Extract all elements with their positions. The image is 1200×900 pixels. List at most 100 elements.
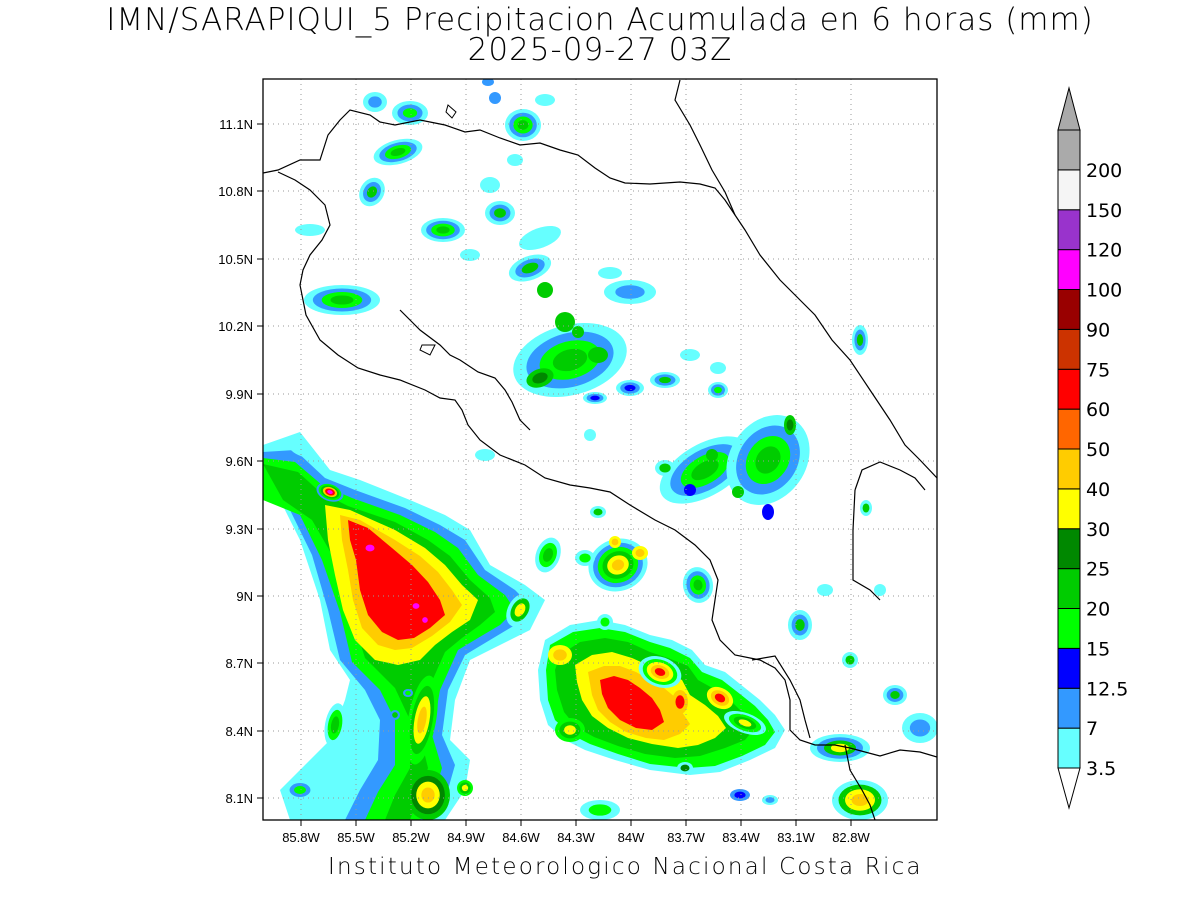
precip-cell <box>489 92 501 104</box>
lat-tick-label: 9.6N <box>226 454 253 469</box>
precip-cell <box>672 690 688 714</box>
precip-cell <box>457 780 473 796</box>
precip-cell <box>590 506 606 518</box>
precip-cell <box>572 326 584 338</box>
colorbar-label: 3.5 <box>1086 758 1116 780</box>
precip-cell <box>363 92 387 112</box>
precip-cell <box>609 536 621 548</box>
precip-cell <box>708 382 728 398</box>
precip-cell <box>817 584 833 596</box>
map-datetime: 2025-09-27 03Z <box>467 32 733 68</box>
precip-cell <box>506 593 534 627</box>
colorbar-max-arrow <box>1057 86 1081 131</box>
precip-cell <box>421 218 465 242</box>
precip-cell <box>788 610 812 640</box>
precip-cell <box>526 368 554 388</box>
colorbar-swatch <box>1057 687 1081 729</box>
colorbar-swatch <box>1057 408 1081 450</box>
colorbar-swatch <box>1057 568 1081 609</box>
lat-tick-label: 8.1N <box>226 791 253 806</box>
colorbar-swatch <box>1057 328 1081 370</box>
precip-cell <box>638 656 682 688</box>
colorbar-swatch <box>1057 209 1081 251</box>
precip-cell <box>508 254 552 282</box>
precip-cell <box>575 550 595 566</box>
lat-tick-label: 9.3N <box>226 522 253 537</box>
colorbar-label: 75 <box>1086 359 1110 381</box>
precip-cell <box>580 800 620 820</box>
precip-cell <box>784 415 796 435</box>
precip-cell <box>677 762 693 774</box>
precip-cell <box>598 267 622 279</box>
colorbar-label: 40 <box>1086 479 1110 501</box>
colorbar-swatch <box>1057 727 1081 769</box>
precip-cell <box>295 224 325 236</box>
colorbar-label: 7 <box>1086 718 1098 740</box>
precip-cell <box>390 710 400 720</box>
precip-cell <box>475 449 495 461</box>
colorbar-label: 60 <box>1086 399 1110 421</box>
lat-tick-label: 11.1N <box>219 117 253 132</box>
lat-tick-label: 8.4N <box>226 724 253 739</box>
colorbar-swatch <box>1057 647 1081 689</box>
colorbar-label: 25 <box>1086 559 1110 581</box>
precip-cell <box>584 429 596 441</box>
precip-cell <box>710 362 726 374</box>
map-title: IMN/SARAPIQUI_5 Precipitacion Acumulada … <box>106 2 1094 38</box>
precip-cell <box>726 415 810 505</box>
lon-tick-label: 85.2W <box>392 830 430 845</box>
precip-cell <box>588 538 648 592</box>
precip-cell <box>706 449 718 461</box>
colorbar-swatch <box>1057 608 1081 649</box>
precipitation-field <box>263 79 937 820</box>
colorbar-label: 90 <box>1086 319 1110 341</box>
lat-lon-grid: 85.8W 85.5W 85.2W 84.9W 84.6W 84.3W 84W 83.7W 83… <box>218 79 937 845</box>
precip-cell <box>505 109 541 141</box>
precip-cell <box>519 225 561 251</box>
colorbar-swatch <box>1057 249 1081 290</box>
precip-cell <box>650 372 680 388</box>
precip-cell <box>362 542 378 554</box>
colorbar-swatch <box>1057 528 1081 570</box>
lon-tick-label: 85.8W <box>282 830 320 845</box>
map-footer-credit: Instituto Meteorologico Nacional Costa R… <box>328 854 923 880</box>
precip-cell <box>762 504 774 520</box>
precip-cell <box>537 282 553 298</box>
precip-cell <box>535 94 555 106</box>
precip-cell <box>316 482 344 502</box>
lon-tick-label: 84.6W <box>502 830 540 845</box>
precip-cell <box>680 349 700 361</box>
precip-cell <box>460 249 480 261</box>
colorbar-label: 150 <box>1086 200 1122 222</box>
colorbar-label: 50 <box>1086 439 1110 461</box>
lat-tick-label: 9N <box>236 589 253 604</box>
precip-cell <box>730 789 750 801</box>
precip-cell <box>392 101 428 125</box>
colorbar-label: 12.5 <box>1086 678 1128 700</box>
precip-cell <box>706 686 734 710</box>
precip-cell <box>285 780 315 800</box>
lat-tick-label: 10.5N <box>218 252 253 267</box>
precip-cell <box>373 138 423 166</box>
colorbar-swatch <box>1057 289 1081 330</box>
precip-cell <box>810 734 870 762</box>
lat-tick-label: 10.2N <box>218 319 253 334</box>
lat-tick-label: 8.7N <box>226 656 253 671</box>
colorbar-label: 20 <box>1086 599 1110 621</box>
precip-cell <box>410 601 422 611</box>
precip-cell <box>548 645 572 665</box>
precip-cell <box>659 436 751 504</box>
precip-cell <box>485 201 515 225</box>
precip-cell <box>724 710 766 736</box>
plot-frame <box>262 78 938 821</box>
precip-cell <box>507 154 523 166</box>
lat-tick-label: 10.8N <box>218 184 253 199</box>
colorbar-label: 200 <box>1086 160 1122 182</box>
precip-cell <box>359 177 385 207</box>
colorbar-swatch <box>1057 488 1081 530</box>
lat-tick-label: 9.9N <box>226 387 253 402</box>
coastline <box>263 79 937 820</box>
precip-cell <box>762 795 778 805</box>
lon-tick-label: 83.4W <box>722 830 760 845</box>
